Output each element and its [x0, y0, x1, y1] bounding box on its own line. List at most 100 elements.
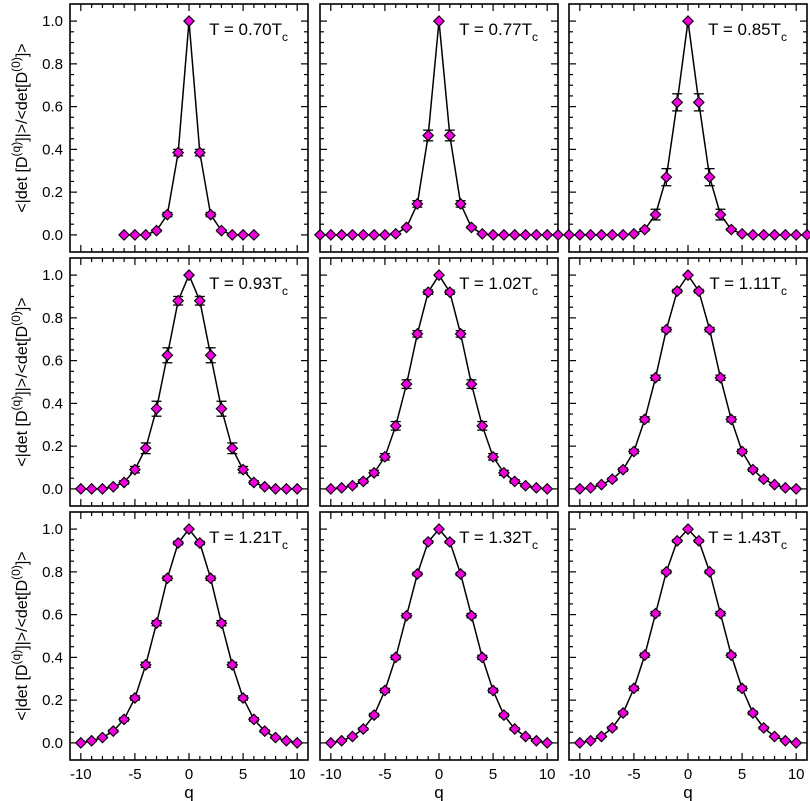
data-point [204, 572, 217, 585]
data-point [291, 736, 304, 749]
data-point [487, 450, 500, 463]
data-point [443, 286, 456, 299]
data-point [357, 723, 370, 735]
data-point [541, 482, 554, 495]
data-point [779, 734, 792, 747]
data-point [150, 402, 163, 415]
panel-3: T = 0.85Tc [563, 3, 810, 253]
data-point [595, 730, 608, 743]
data-point [725, 223, 738, 236]
y-tick-label: 0.8 [42, 564, 63, 581]
y-tick-label: 0.4 [42, 649, 63, 666]
data-point [519, 228, 532, 241]
data-point [714, 371, 727, 384]
data-point [357, 228, 370, 241]
data-point [649, 371, 662, 384]
x-axis-label: q [434, 783, 443, 801]
data-point [627, 227, 640, 240]
data-point [508, 475, 521, 488]
data-point [454, 197, 467, 210]
series-line [579, 273, 797, 490]
data-point [204, 349, 217, 362]
x-tick-label: 10 [289, 766, 306, 783]
data-point [757, 228, 770, 241]
panel-frame [319, 3, 559, 253]
data-point [476, 227, 489, 240]
x-tick-label: 0 [684, 766, 692, 783]
y-tick-label: 0.6 [42, 607, 63, 624]
data-point [107, 725, 120, 738]
panel-title: T = 1.11Tc [709, 274, 787, 298]
data-point [660, 323, 673, 336]
data-point [237, 463, 250, 476]
panel-7: 0.0 0.2 0.4 0.6 0.8 1.0 -10 -5 0 5 10 q T = 1.21Tc [42, 511, 309, 801]
data-point [465, 609, 478, 622]
x-tick-label: 0 [185, 766, 193, 783]
data-point [226, 442, 239, 455]
data-point [541, 228, 554, 241]
data-point [530, 481, 543, 494]
data-point [497, 466, 510, 479]
data-point [779, 481, 792, 494]
x-tick-label: 5 [738, 766, 746, 783]
y-tick-label: 1.0 [42, 521, 63, 538]
data-point [584, 481, 597, 494]
panel-frame [69, 3, 309, 253]
panel-frame [568, 257, 808, 507]
data-point [692, 96, 705, 109]
data-point [725, 413, 738, 426]
data-point [389, 651, 402, 664]
data-point [649, 607, 662, 620]
x-tick-label: 0 [435, 766, 443, 783]
data-point [400, 378, 413, 391]
panel-title: T = 0.93Tc [209, 274, 288, 298]
data-point [389, 227, 402, 240]
data-point [258, 480, 271, 493]
data-point [508, 228, 521, 241]
data-point [530, 228, 543, 241]
data-point [128, 463, 141, 476]
data-point [258, 725, 271, 738]
x-tick-label: 5 [239, 766, 247, 783]
data-point [172, 537, 185, 549]
x-tick-label: -5 [128, 766, 141, 783]
data-point [497, 228, 510, 241]
data-point [128, 692, 141, 704]
data-point [736, 682, 749, 695]
data-point [433, 523, 445, 536]
data-point [193, 146, 206, 159]
data-point [671, 285, 684, 298]
data-point [757, 473, 770, 486]
y-tick-label: 0.0 [42, 481, 63, 498]
panel-title: T = 0.85Tc [708, 20, 787, 44]
data-point [606, 473, 619, 486]
x-tick-label: 10 [539, 766, 556, 783]
data-point [368, 228, 381, 241]
panel-4: 0.0 0.2 0.4 0.6 0.8 1.0 T = 0.93Tc [42, 257, 309, 507]
data-point [314, 228, 326, 241]
panel-frame [69, 257, 309, 507]
data-point [725, 649, 738, 662]
x-tick-label: -5 [378, 766, 391, 783]
data-point [346, 479, 359, 492]
data-point [139, 442, 152, 455]
data-point [433, 15, 445, 28]
data-point [627, 682, 640, 695]
data-point [497, 709, 510, 722]
data-point [617, 228, 630, 241]
series-line [579, 527, 797, 744]
panel-9: -10 -5 0 5 10 q T = 1.43Tc [568, 511, 808, 801]
data-point [671, 534, 684, 547]
data-point [649, 208, 662, 221]
data-point [150, 617, 163, 630]
y-tick-label: 0.6 [42, 99, 63, 116]
data-point [454, 327, 467, 340]
data-point [736, 445, 749, 458]
data-point [573, 482, 586, 495]
data-point [74, 482, 87, 495]
data-point [139, 228, 152, 241]
data-point [411, 327, 424, 340]
data-point [443, 535, 456, 548]
y-tick-label: 0.4 [42, 141, 63, 158]
data-point [183, 15, 195, 28]
